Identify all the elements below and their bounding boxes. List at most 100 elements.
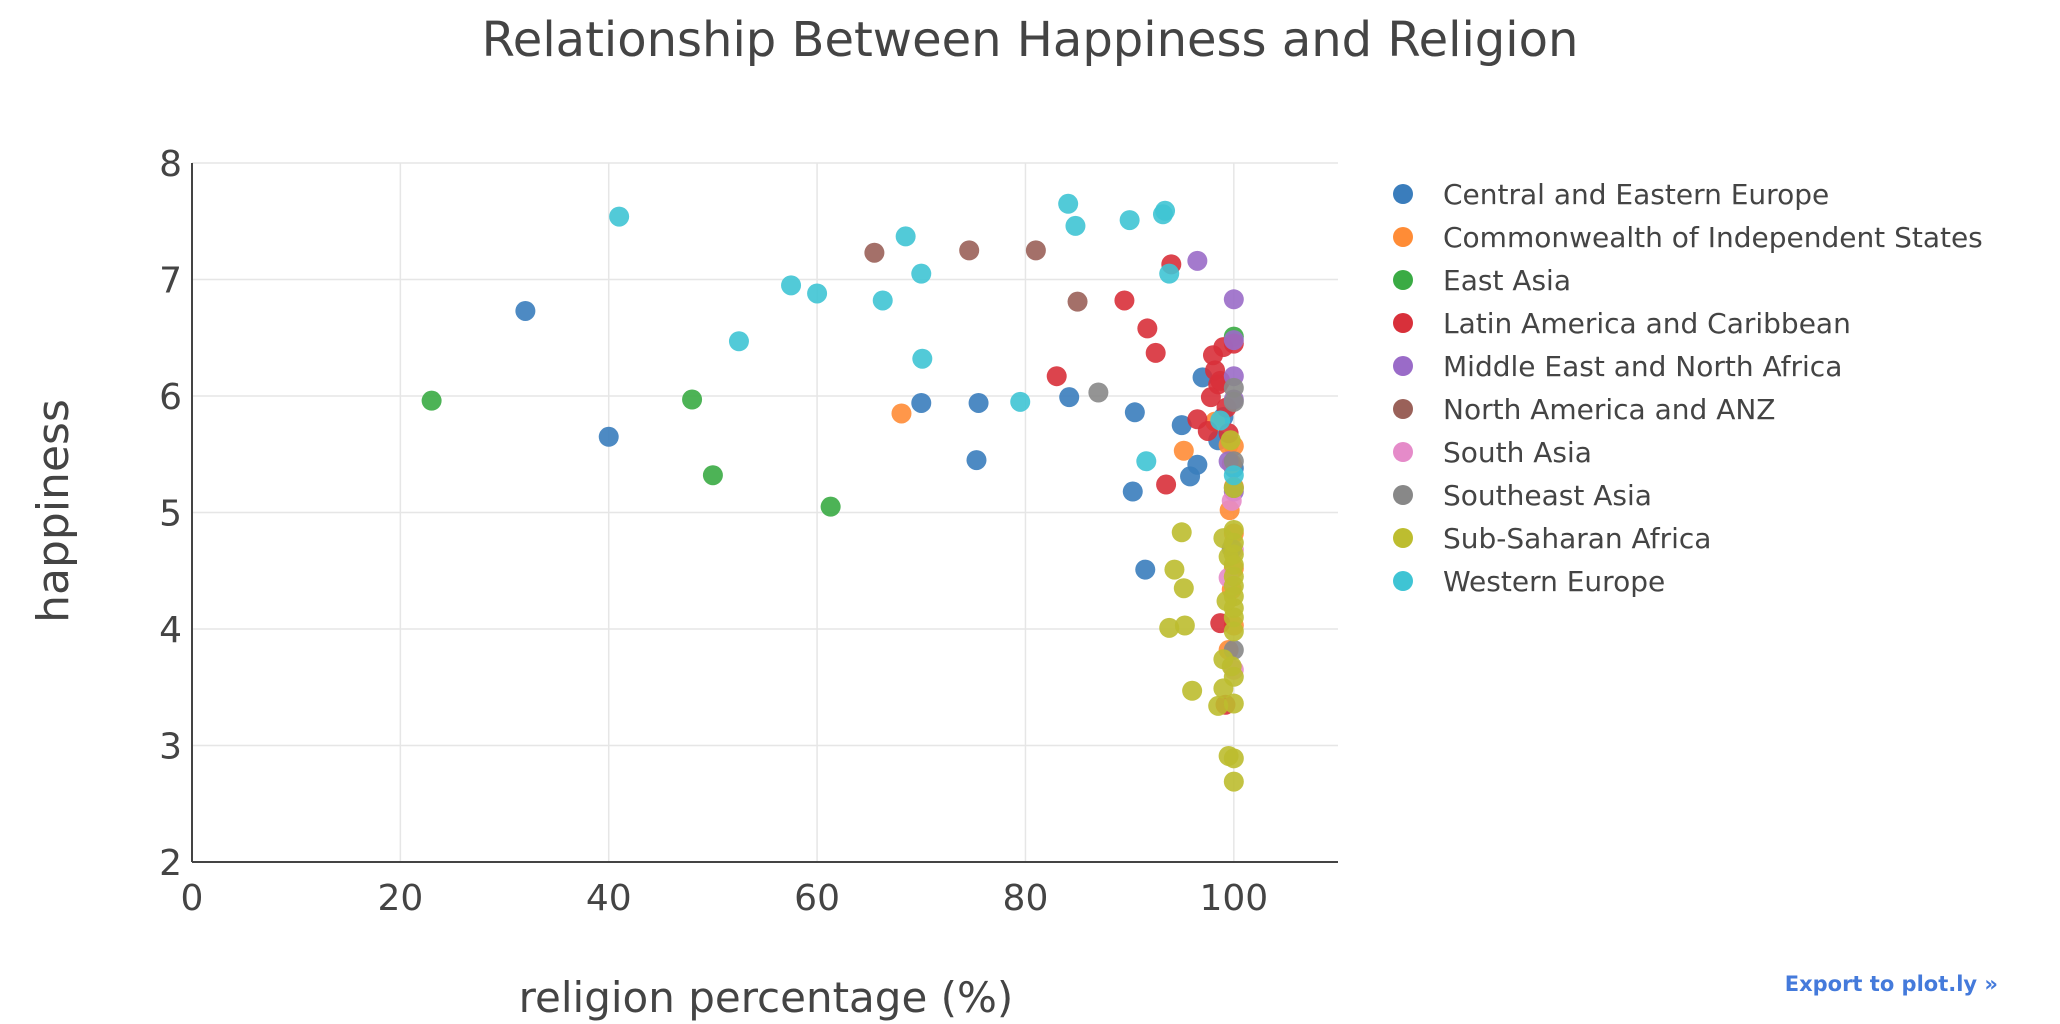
axes: 0 20 40 60 80 100 2 3 4 5 6 7 8 xyxy=(159,144,1338,919)
legend-label: Latin America and Caribbean xyxy=(1443,307,1851,340)
x-axis-label: religion percentage (%) xyxy=(519,973,1014,1022)
x-tick-label: 80 xyxy=(1003,878,1049,919)
data-point[interactable] xyxy=(1210,410,1231,431)
data-point[interactable] xyxy=(895,226,916,247)
data-points xyxy=(421,193,1244,792)
data-point[interactable] xyxy=(1156,474,1177,495)
data-point[interactable] xyxy=(1187,250,1208,271)
data-point[interactable] xyxy=(1173,578,1194,599)
data-point[interactable] xyxy=(1171,522,1192,543)
legend-item[interactable]: North America and ANZ xyxy=(1393,393,1775,426)
data-point[interactable] xyxy=(891,403,912,424)
legend-label: Commonwealth of Independent States xyxy=(1443,221,1983,254)
data-point[interactable] xyxy=(1187,454,1208,475)
x-tick-label: 20 xyxy=(377,878,423,919)
data-point[interactable] xyxy=(1159,263,1180,284)
data-point[interactable] xyxy=(1223,377,1244,398)
data-point[interactable] xyxy=(1213,678,1234,699)
data-point[interactable] xyxy=(1025,240,1046,261)
data-point[interactable] xyxy=(598,426,619,447)
data-point[interactable] xyxy=(1136,451,1157,472)
data-point[interactable] xyxy=(1173,440,1194,461)
data-point[interactable] xyxy=(807,283,828,304)
legend-item[interactable]: Central and Eastern Europe xyxy=(1393,178,1829,211)
data-point[interactable] xyxy=(728,331,749,352)
legend-label: Sub-Saharan Africa xyxy=(1443,522,1711,555)
data-point[interactable] xyxy=(1135,559,1156,580)
legend-marker xyxy=(1393,399,1413,419)
data-point[interactable] xyxy=(609,206,630,227)
data-point[interactable] xyxy=(911,263,932,284)
legend-marker xyxy=(1393,356,1413,376)
legend-label: Middle East and North Africa xyxy=(1443,350,1842,383)
data-point[interactable] xyxy=(1221,656,1242,677)
legend-item[interactable]: East Asia xyxy=(1393,264,1571,297)
data-point[interactable] xyxy=(1010,391,1031,412)
data-point[interactable] xyxy=(872,290,893,311)
legend-item[interactable]: Middle East and North Africa xyxy=(1393,350,1842,383)
legend-label: Southeast Asia xyxy=(1443,479,1652,512)
legend-item[interactable]: Southeast Asia xyxy=(1393,479,1652,512)
data-point[interactable] xyxy=(1223,621,1244,642)
data-point[interactable] xyxy=(1223,391,1244,412)
data-point[interactable] xyxy=(1155,200,1176,221)
data-point[interactable] xyxy=(820,496,841,517)
legend[interactable]: Central and Eastern Europe Commonwealth o… xyxy=(1393,178,1983,598)
data-point[interactable] xyxy=(1182,680,1203,701)
data-point[interactable] xyxy=(1223,289,1244,310)
data-point[interactable] xyxy=(1065,215,1086,236)
data-point[interactable] xyxy=(1114,290,1135,311)
data-point[interactable] xyxy=(515,300,536,321)
legend-item[interactable]: South Asia xyxy=(1393,436,1592,469)
legend-marker xyxy=(1393,571,1413,591)
y-tick-label: 3 xyxy=(159,727,182,768)
data-point[interactable] xyxy=(1124,402,1145,423)
data-point[interactable] xyxy=(1119,210,1140,231)
data-point[interactable] xyxy=(912,348,933,369)
data-point[interactable] xyxy=(1059,387,1080,408)
legend-item[interactable]: Latin America and Caribbean xyxy=(1393,307,1851,340)
y-tick-label: 7 xyxy=(159,261,182,302)
data-point[interactable] xyxy=(1046,366,1067,387)
data-point[interactable] xyxy=(1122,481,1143,502)
data-point[interactable] xyxy=(1159,617,1180,638)
data-point[interactable] xyxy=(1164,559,1185,580)
data-point[interactable] xyxy=(682,389,703,410)
legend-item[interactable]: Commonwealth of Independent States xyxy=(1393,221,1983,254)
data-point[interactable] xyxy=(911,392,932,413)
data-point[interactable] xyxy=(864,242,885,263)
data-point[interactable] xyxy=(1223,771,1244,792)
legend-label: Western Europe xyxy=(1443,565,1665,598)
legend-item[interactable]: Western Europe xyxy=(1393,565,1665,598)
data-point[interactable] xyxy=(1220,430,1241,451)
data-point[interactable] xyxy=(1171,415,1192,436)
series-9 xyxy=(609,193,1244,486)
data-point[interactable] xyxy=(1058,193,1079,214)
data-point[interactable] xyxy=(1223,451,1244,472)
data-point[interactable] xyxy=(1145,342,1166,363)
data-point[interactable] xyxy=(1223,748,1244,769)
data-point[interactable] xyxy=(1223,693,1244,714)
data-point[interactable] xyxy=(1208,695,1229,716)
data-point[interactable] xyxy=(702,465,723,486)
data-point[interactable] xyxy=(1137,318,1158,339)
data-point[interactable] xyxy=(966,450,987,471)
data-point[interactable] xyxy=(421,390,442,411)
legend-marker xyxy=(1393,442,1413,462)
data-point[interactable] xyxy=(1088,382,1109,403)
y-tick-label: 6 xyxy=(159,377,182,418)
data-point[interactable] xyxy=(1067,291,1088,312)
data-point[interactable] xyxy=(781,275,802,296)
data-point[interactable] xyxy=(1223,330,1244,351)
x-tick-label: 100 xyxy=(1199,878,1268,919)
data-point[interactable] xyxy=(1223,465,1244,486)
data-point[interactable] xyxy=(1223,607,1244,628)
data-point[interactable] xyxy=(968,392,989,413)
data-point[interactable] xyxy=(959,240,980,261)
data-point[interactable] xyxy=(1174,615,1195,636)
y-tick-label: 8 xyxy=(159,144,182,185)
data-point[interactable] xyxy=(1216,591,1237,612)
export-to-plotly-link[interactable]: Export to plot.ly » xyxy=(1784,972,1998,996)
legend-item[interactable]: Sub-Saharan Africa xyxy=(1393,522,1711,555)
